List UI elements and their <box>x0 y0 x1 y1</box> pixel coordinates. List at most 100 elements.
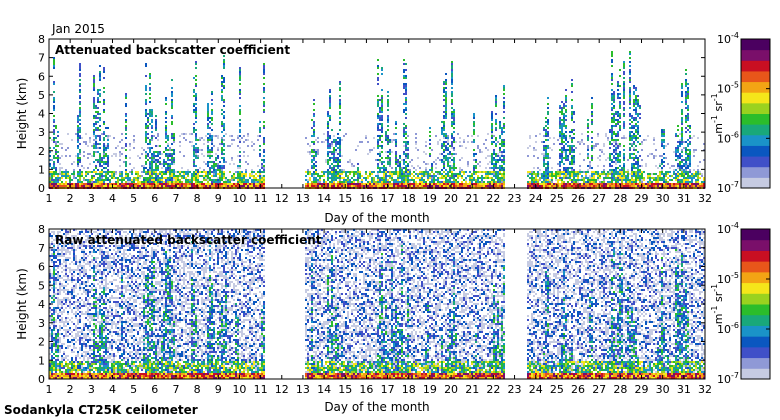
heatmap-cell <box>493 171 495 173</box>
heatmap-cell <box>85 171 87 173</box>
heatmap-cell <box>181 185 183 187</box>
heatmap-cell <box>317 185 319 187</box>
heatmap-cell <box>679 143 681 145</box>
heatmap-cell <box>157 139 159 141</box>
heatmap-cell <box>613 115 615 117</box>
heatmap-cell <box>487 183 489 185</box>
heatmap-cell <box>389 175 391 177</box>
heatmap-cell <box>533 155 535 157</box>
heatmap-cell <box>399 157 401 159</box>
heatmap-cell <box>635 99 637 101</box>
heatmap-cell <box>397 181 399 183</box>
heatmap-cell <box>503 123 505 125</box>
heatmap-cell <box>501 161 503 163</box>
heatmap-cell <box>547 123 549 125</box>
heatmap-cell <box>611 125 613 127</box>
heatmap-cell <box>381 107 383 109</box>
heatmap-cell <box>149 93 151 95</box>
heatmap-cell <box>623 163 625 165</box>
heatmap-cell <box>351 185 353 187</box>
heatmap-cell <box>155 123 157 125</box>
heatmap-cell <box>567 171 569 173</box>
heatmap-cell <box>451 185 453 187</box>
heatmap-cell <box>409 185 411 187</box>
heatmap-cell <box>99 95 101 97</box>
heatmap-cell <box>471 179 473 181</box>
heatmap-cell <box>493 153 495 155</box>
heatmap-cell <box>701 175 703 177</box>
heatmap-cell <box>333 151 335 153</box>
heatmap-cell <box>401 183 403 185</box>
heatmap-cell <box>629 91 631 93</box>
heatmap-cell <box>425 153 427 155</box>
heatmap-cell <box>381 105 383 107</box>
heatmap-cell <box>545 133 547 135</box>
heatmap-cell <box>135 183 137 185</box>
heatmap-cell <box>381 185 383 187</box>
heatmap-cell <box>179 173 181 175</box>
heatmap-cell <box>503 85 505 87</box>
heatmap-cell <box>199 175 201 177</box>
heatmap-cell <box>473 153 475 155</box>
heatmap-cell <box>349 173 351 175</box>
heatmap-cell <box>629 123 631 125</box>
heatmap-cell <box>201 181 203 183</box>
heatmap-cell <box>183 171 185 173</box>
heatmap-cell <box>407 147 409 149</box>
heatmap-cell <box>183 183 185 185</box>
heatmap-cell <box>441 169 443 171</box>
heatmap-cell <box>503 179 505 181</box>
heatmap-cell <box>545 155 547 157</box>
heatmap-cell <box>447 153 449 155</box>
heatmap-cell <box>319 175 321 177</box>
heatmap-cell <box>153 135 155 137</box>
heatmap-cell <box>149 101 151 103</box>
heatmap-cell <box>405 99 407 101</box>
heatmap-cell <box>419 179 421 181</box>
heatmap-cell <box>561 153 563 155</box>
heatmap-cell <box>619 75 621 77</box>
heatmap-cell <box>125 157 127 159</box>
heatmap-cell <box>173 139 175 141</box>
heatmap-cell <box>681 155 683 157</box>
heatmap-cell <box>673 169 675 171</box>
heatmap-cell <box>697 173 699 175</box>
heatmap-cell <box>263 65 265 67</box>
heatmap-cell <box>567 167 569 169</box>
heatmap-cell <box>171 153 173 155</box>
heatmap-cell <box>49 173 51 175</box>
heatmap-cell <box>393 183 395 185</box>
heatmap-cell <box>681 93 683 95</box>
heatmap-cell <box>587 135 589 137</box>
heatmap-cell <box>159 153 161 155</box>
heatmap-cell <box>429 135 431 137</box>
heatmap-cell <box>339 169 341 171</box>
heatmap-cell <box>571 179 573 181</box>
heatmap-cell <box>209 149 211 151</box>
heatmap-cell <box>171 173 173 175</box>
heatmap-cell <box>387 175 389 177</box>
heatmap-cell <box>155 129 157 131</box>
heatmap-cell <box>249 185 251 187</box>
heatmap-cell <box>631 127 633 129</box>
heatmap-cell <box>149 185 151 187</box>
heatmap-cell <box>439 173 441 175</box>
heatmap-cell <box>383 173 385 175</box>
heatmap-cell <box>451 159 453 161</box>
heatmap-cell <box>241 179 243 181</box>
heatmap-cell <box>615 147 617 149</box>
heatmap-cell <box>381 131 383 133</box>
heatmap-cell <box>659 171 661 173</box>
heatmap-cell <box>79 161 81 163</box>
heatmap-cell <box>61 171 63 173</box>
heatmap-cell <box>625 179 627 181</box>
heatmap-cell <box>251 181 253 183</box>
heatmap-cell <box>195 103 197 105</box>
heatmap-cell <box>185 183 187 185</box>
heatmap-cell <box>379 153 381 155</box>
heatmap-cell <box>449 167 451 169</box>
heatmap-cell <box>459 173 461 175</box>
heatmap-cell <box>701 183 703 185</box>
heatmap-cell <box>217 135 219 137</box>
heatmap-cell <box>381 135 383 137</box>
